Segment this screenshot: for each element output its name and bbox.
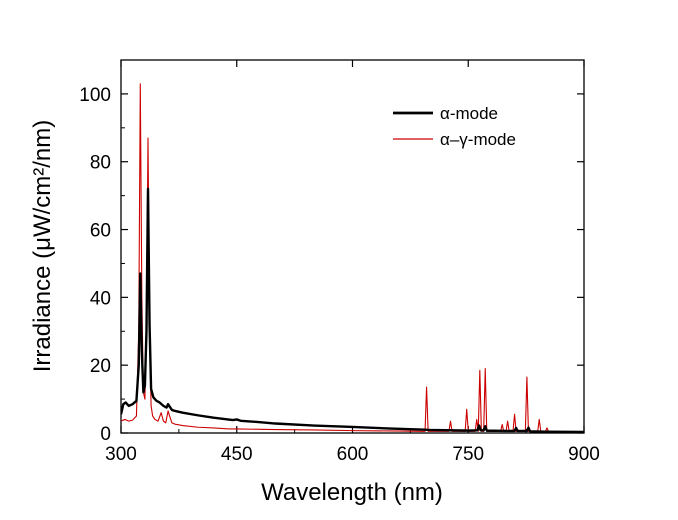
y-tick-label: 20 bbox=[90, 356, 111, 377]
x-tick-label: 300 bbox=[105, 444, 137, 465]
y-tick-label: 60 bbox=[90, 221, 111, 242]
x-axis-label: Wavelength (nm) bbox=[261, 479, 443, 506]
y-tick-label: 80 bbox=[90, 153, 111, 174]
legend: α-mode α–γ-mode bbox=[393, 104, 516, 149]
y-tick-label: 100 bbox=[79, 85, 111, 106]
legend-label-1: α–γ-mode bbox=[440, 130, 516, 149]
axis-tick-labels: 300 450 600 750 900 0 20 40 60 80 100 bbox=[79, 85, 600, 465]
plot-frame bbox=[120, 59, 585, 434]
series-layer bbox=[121, 83, 584, 433]
axis-ticks bbox=[120, 59, 585, 434]
legend-label-0: α-mode bbox=[440, 104, 498, 123]
y-axis-label: Irradiance (μW/cm²/nm) bbox=[29, 120, 56, 373]
series-line-0 bbox=[121, 187, 584, 433]
y-tick-label: 0 bbox=[100, 424, 111, 445]
x-tick-label: 450 bbox=[221, 444, 253, 465]
x-tick-label: 900 bbox=[568, 444, 600, 465]
x-tick-label: 750 bbox=[452, 444, 484, 465]
x-tick-label: 600 bbox=[337, 444, 369, 465]
y-tick-label: 40 bbox=[90, 288, 111, 309]
